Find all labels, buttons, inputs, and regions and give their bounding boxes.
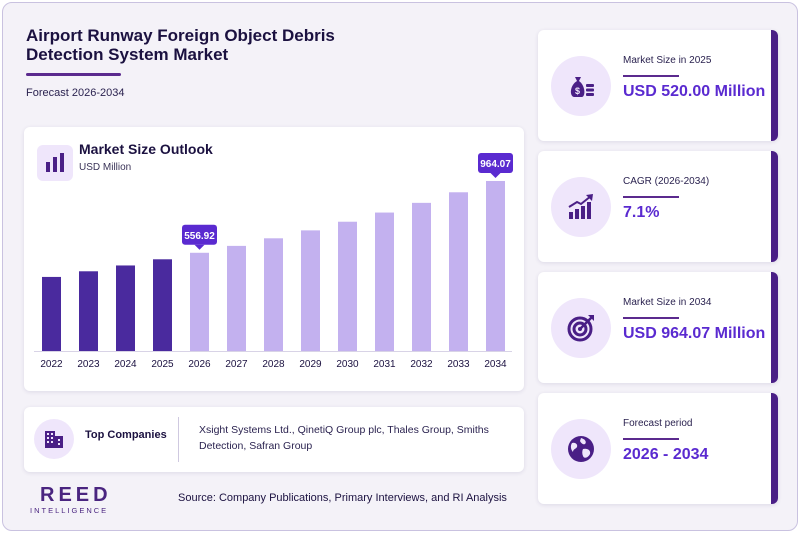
- callout-2026: 556.92: [182, 224, 217, 250]
- bar-2023: [79, 271, 98, 351]
- stat-value: USD 520.00 Million: [623, 83, 766, 100]
- buildings-icon: [34, 419, 74, 459]
- x-tick-label: 2028: [262, 359, 285, 370]
- stat-label: Forecast period: [623, 418, 693, 429]
- money-bag-icon: $: [551, 56, 611, 116]
- x-tick-label: 2026: [188, 359, 211, 370]
- bar-2029: [301, 230, 320, 351]
- divider: [178, 417, 179, 462]
- svg-text:$: $: [575, 86, 580, 96]
- x-tick-label: 2022: [40, 359, 63, 370]
- data-label: 556.92: [184, 231, 215, 242]
- x-tick-label: 2027: [225, 359, 248, 370]
- x-tick-label: 2023: [77, 359, 100, 370]
- bar-2033: [449, 192, 468, 351]
- target-icon: [551, 298, 611, 358]
- stat-card-forecast-period: Forecast period 2026 - 2034: [538, 393, 778, 504]
- bar-2026: [190, 252, 209, 351]
- stat-value: 7.1%: [623, 204, 660, 221]
- bar-chart-icon: [37, 145, 73, 181]
- globe-icon: [551, 419, 611, 479]
- stat-value: 2026 - 2034: [623, 446, 709, 463]
- x-tick-label: 2033: [447, 359, 470, 370]
- x-tick-label: 2030: [336, 359, 359, 370]
- bar-2027: [227, 245, 246, 351]
- stat-card-market-size-2025: $ Market Size in 2025 USD 520.00 Million: [538, 30, 778, 141]
- title-underline: [26, 73, 121, 76]
- stat-card-cagr: CAGR (2026-2034) 7.1%: [538, 151, 778, 262]
- top-companies-card: Top Companies Xsight Systems Ltd., Qinet…: [24, 407, 524, 472]
- data-label: 964.07: [480, 159, 511, 170]
- growth-chart-icon: [551, 177, 611, 237]
- x-tick-label: 2031: [373, 359, 396, 370]
- bar-2025: [153, 259, 172, 351]
- stat-label: Market Size in 2025: [623, 55, 712, 66]
- bar-2031: [375, 212, 394, 351]
- x-tick-label: 2029: [299, 359, 322, 370]
- x-tick-label: 2032: [410, 359, 433, 370]
- bar-chart: 2022 2023 2024 2025 2026 2027 2028 2029 2030 2031…: [34, 152, 513, 370]
- brand-logo: REED: [40, 484, 112, 506]
- bar-2034: [486, 180, 505, 351]
- bar-2032: [412, 202, 431, 351]
- x-tick-label: 2025: [151, 359, 174, 370]
- brand-logo-subtitle: INTELLIGENCE: [30, 506, 109, 515]
- page-title: Airport Runway Foreign Object Debris Det…: [26, 26, 335, 64]
- x-tick-label: 2024: [114, 359, 137, 370]
- forecast-subtitle: Forecast 2026-2034: [26, 87, 125, 99]
- source-note: Source: Company Publications, Primary In…: [178, 492, 507, 504]
- bar-2024: [116, 265, 135, 351]
- chart-title: Market Size Outlook: [79, 141, 213, 157]
- bar-2028: [264, 238, 283, 351]
- stat-value: USD 964.07 Million: [623, 325, 766, 342]
- top-companies-list: Xsight Systems Ltd., QinetiQ Group plc, …: [199, 424, 489, 452]
- chart-card: Market Size Outlook USD Million 2022 2023…: [24, 127, 524, 391]
- x-tick-label: 2034: [484, 359, 507, 370]
- stat-label: CAGR (2026-2034): [623, 176, 710, 187]
- chart-unit: USD Million: [79, 162, 132, 173]
- bar-2022: [42, 276, 61, 351]
- stat-card-market-size-2034: Market Size in 2034 USD 964.07 Million: [538, 272, 778, 383]
- top-companies-label: Top Companies: [85, 429, 167, 441]
- stat-label: Market Size in 2034: [623, 297, 712, 308]
- callout-2034: 964.07: [478, 152, 513, 178]
- bar-2030: [338, 221, 357, 351]
